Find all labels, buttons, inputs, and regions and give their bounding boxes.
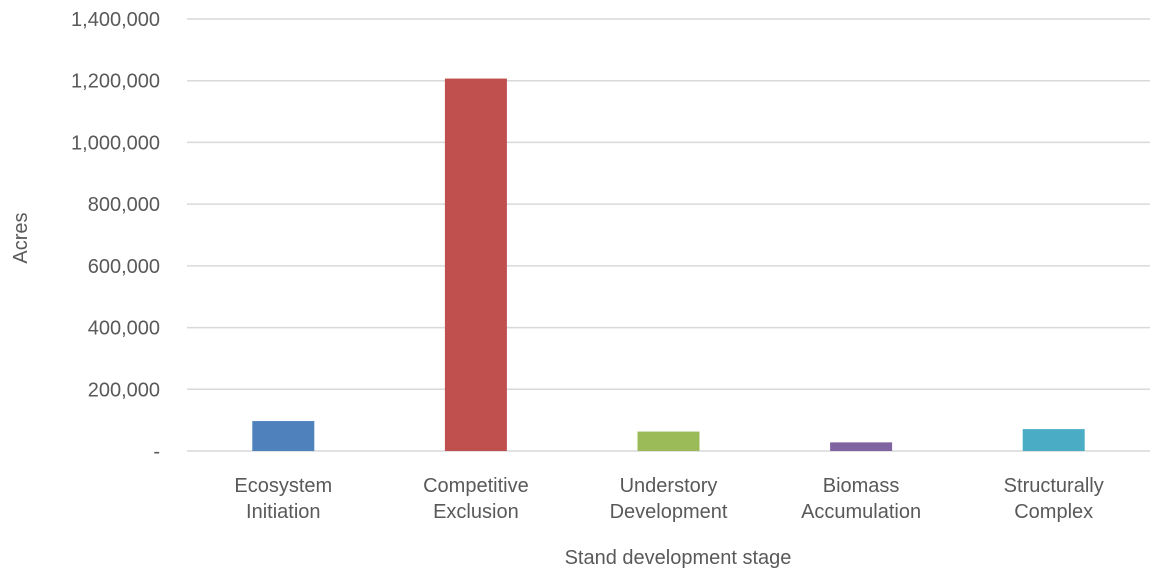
bars (252, 78, 1085, 451)
y-tick-label-0: - (153, 441, 160, 463)
x-category-label-2: Understory Development (610, 475, 728, 523)
x-category-label-1: Competitive Exclusion (423, 475, 529, 523)
x-category-label-4: Structurally Complex (1004, 475, 1104, 523)
y-tick-label-1: 200,000 (88, 379, 160, 401)
x-category-label-3: Biomass Accumulation (801, 475, 921, 523)
y-axis-title: Acres (10, 212, 32, 263)
y-tick-label-3: 600,000 (88, 256, 160, 278)
gridlines (187, 18, 1150, 452)
y-axis-tick-labels: - 200,000 400,000 600,000 800,000 1,000,000 1,… (71, 9, 160, 463)
y-tick-label-6: 1,200,000 (71, 71, 160, 93)
x-axis-category-labels: Ecosystem Initiation Competitive Exclusion U… (234, 475, 1103, 523)
y-tick-label-4: 800,000 (88, 194, 160, 216)
y-tick-label-2: 400,000 (88, 318, 160, 340)
x-category-label-0: Ecosystem Initiation (234, 475, 332, 523)
bar-1 (444, 78, 507, 451)
bar-2 (637, 431, 700, 451)
bar-3 (830, 442, 893, 451)
bar-4 (1022, 429, 1085, 451)
bar-0 (252, 421, 315, 451)
x-axis-title: Stand development stage (565, 547, 792, 569)
y-tick-label-7: 1,400,000 (71, 9, 160, 31)
y-tick-label-5: 1,000,000 (71, 132, 160, 154)
